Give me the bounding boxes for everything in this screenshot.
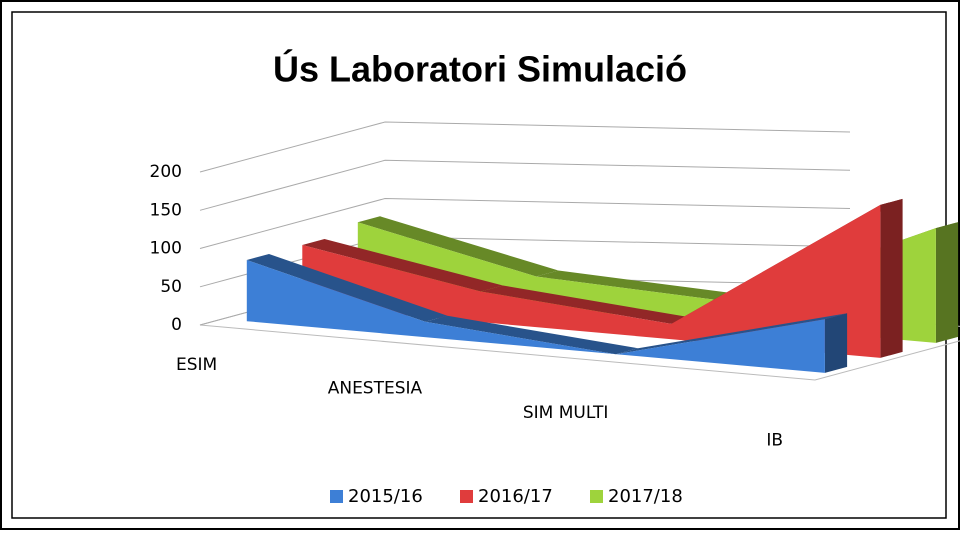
x-tick-label: IB — [766, 430, 783, 450]
legend-label: 2016/17 — [478, 486, 553, 507]
ribbon-end — [880, 198, 903, 358]
y-tick-label: 150 — [150, 200, 182, 220]
legend-label: 2017/18 — [608, 486, 683, 507]
legend-label: 2015/16 — [348, 486, 423, 507]
ribbon-end — [824, 313, 848, 373]
legend-swatch — [330, 490, 343, 503]
ribbon-top — [246, 254, 448, 322]
ribbon-top — [536, 270, 749, 302]
area — [246, 260, 825, 373]
x-tick-label: ESIM — [176, 355, 217, 375]
grid-line — [199, 197, 851, 249]
y-tick-label: 200 — [150, 162, 182, 182]
ribbon-top — [302, 239, 503, 292]
ribbon-end — [935, 222, 959, 343]
area — [302, 204, 881, 358]
legend-swatch — [590, 490, 603, 503]
ribbon-top — [480, 285, 694, 324]
chart-title: Ús Laboratori Simulació — [273, 48, 687, 90]
y-tick-label: 100 — [150, 239, 182, 259]
y-tick-label: 50 — [160, 277, 182, 297]
legend-swatch — [460, 490, 473, 503]
x-tick-label: SIM MULTI — [523, 403, 609, 423]
x-tick-label: ANESTESIA — [328, 378, 423, 398]
grid-line — [199, 159, 851, 211]
ribbon-top — [425, 315, 638, 355]
y-tick-label: 0 — [171, 315, 182, 335]
grid-line — [199, 121, 851, 173]
ribbon-top — [357, 216, 559, 277]
ribbon-top — [615, 313, 848, 355]
